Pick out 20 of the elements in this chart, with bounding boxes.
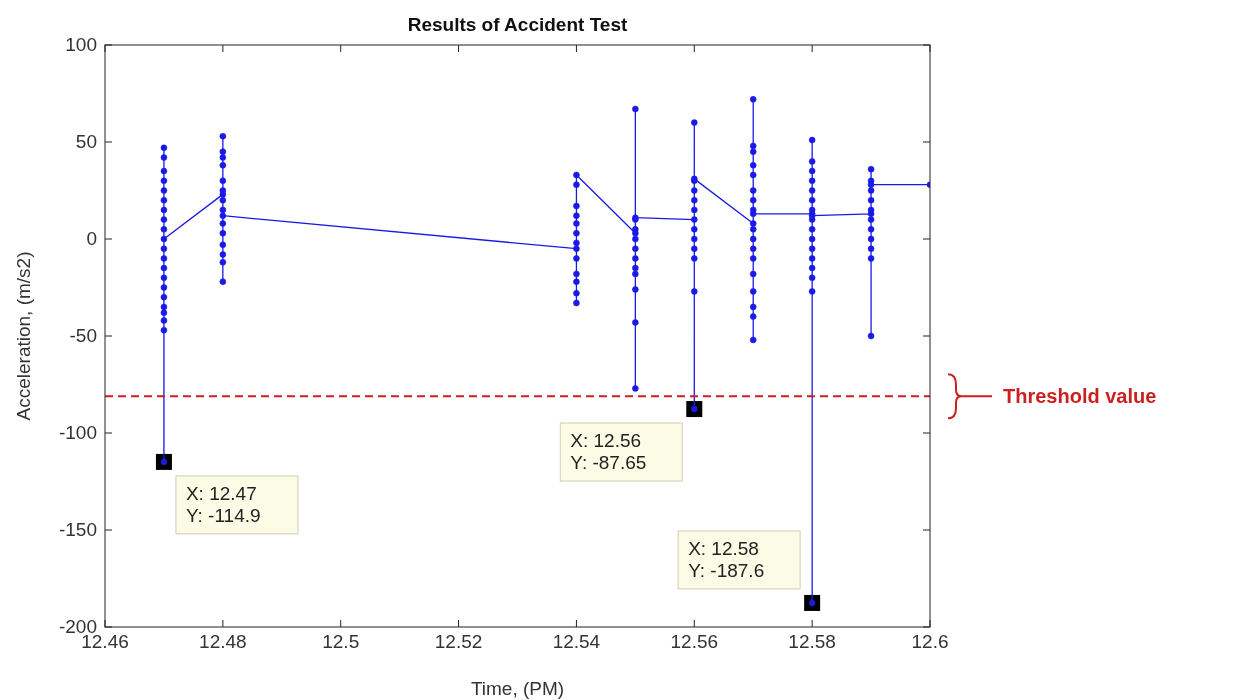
x-axis-title: Time, (PM) xyxy=(470,678,565,699)
annotation: X: 12.47 Y: -114.9 xyxy=(185,482,261,526)
y-tick-label: -50 xyxy=(69,325,97,346)
y-tick-label: 0 xyxy=(86,228,97,249)
annotation: X: 12.56 Y: -87.65 xyxy=(570,430,647,474)
x-tick-label: 12.54 xyxy=(552,631,601,652)
y-axis-title: Acceleration, (m/s2) xyxy=(13,251,34,421)
y-tick-label: 50 xyxy=(75,131,97,152)
x-tick-label: 12.56 xyxy=(670,631,719,652)
annotation: X: 12.58 Y: -187.6 xyxy=(688,537,765,581)
y-tick-label: -100 xyxy=(58,422,97,443)
ref-line-label: Threshold value xyxy=(1003,385,1157,408)
x-tick-label: 12.6 xyxy=(911,631,949,652)
y-tick-label: -150 xyxy=(58,519,97,540)
x-tick-label: 12.58 xyxy=(788,631,836,652)
y-tick-label: 100 xyxy=(65,34,97,55)
x-tick-label: 12.48 xyxy=(199,631,247,652)
x-tick-label: 12.52 xyxy=(434,631,483,652)
chart-title: Results of Accident Test xyxy=(407,14,628,35)
x-tick-label: 12.5 xyxy=(322,631,360,652)
